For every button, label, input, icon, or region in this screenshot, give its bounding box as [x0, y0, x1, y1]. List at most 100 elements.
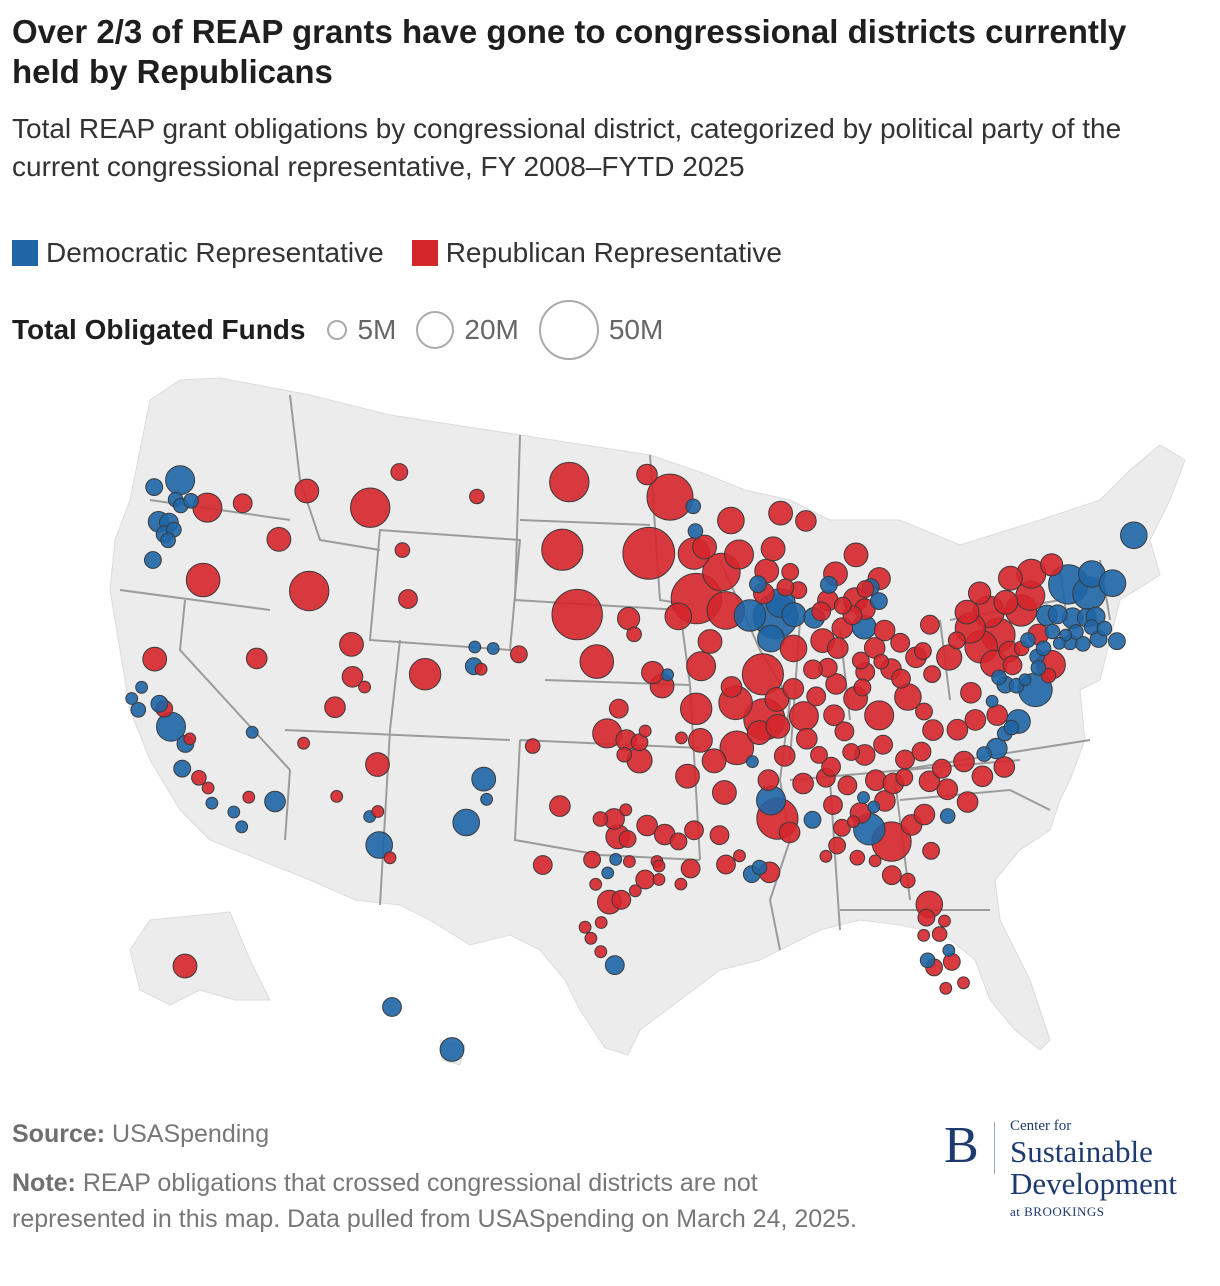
- republican-district-bubble: [686, 651, 717, 682]
- border-ok-tx: [513, 739, 701, 861]
- republican-district-bubble: [341, 666, 364, 688]
- republican-district-bubble: [549, 461, 590, 503]
- republican-district-bubble: [697, 629, 723, 654]
- republican-district-bubble: [142, 646, 168, 672]
- democratic-district-bubble: [604, 955, 625, 975]
- democratic-district-bubble: [919, 952, 936, 969]
- republican-district-bubble: [868, 854, 882, 868]
- source-text: USASpending: [112, 1120, 270, 1148]
- republican-district-bubble: [719, 730, 755, 766]
- republican-district-bubble: [684, 820, 704, 841]
- republican-district-bubble: [957, 976, 970, 990]
- republican-district-bubble: [782, 678, 805, 700]
- republican-district-bubble: [201, 781, 215, 795]
- republican-district-bubble: [365, 752, 390, 777]
- republican-district-bubble: [993, 756, 1016, 778]
- republican-district-bubble: [551, 588, 603, 641]
- republican-district-bubble: [191, 770, 207, 786]
- republican-district-bubble: [986, 704, 1009, 726]
- republican-district-bubble: [834, 721, 855, 742]
- republican-district-bubble: [622, 526, 676, 580]
- republican-district-bubble: [636, 814, 658, 837]
- democratic-district-bubble: [661, 668, 674, 682]
- republican-district-bubble: [646, 473, 694, 521]
- democratic-district-bubble: [1075, 636, 1091, 652]
- democratic-district-bubble: [751, 859, 768, 876]
- democratic-district-bubble: [165, 465, 196, 496]
- democratic-district-bubble: [439, 1037, 465, 1062]
- republican-district-bubble: [953, 750, 975, 773]
- republican-district-bubble: [773, 745, 796, 767]
- republican-district-bubble: [803, 659, 823, 680]
- democratic-district-bubble: [687, 523, 704, 539]
- republican-district-bubble: [968, 581, 992, 605]
- democratic-district-bubble: [939, 808, 956, 824]
- democratic-district-bubble: [1035, 640, 1052, 657]
- note-text: REAP obligations that crossed congressio…: [12, 1169, 857, 1233]
- size-legend-circle-large: [538, 300, 599, 360]
- republican-district-bubble: [873, 619, 896, 642]
- republican-district-bubble: [918, 770, 941, 793]
- republican-district-bubble: [911, 741, 932, 762]
- democratic-district-bubble: [245, 725, 259, 739]
- republican-district-bubble: [589, 877, 603, 891]
- republican-district-bubble: [674, 877, 688, 891]
- republican-district-bubble: [733, 849, 746, 863]
- republican-district-bubble: [895, 749, 915, 770]
- republican-swatch: [411, 240, 438, 266]
- republican-district-bubble: [806, 686, 827, 707]
- republican-district-bubble: [358, 680, 372, 694]
- republican-district-bubble: [592, 811, 609, 827]
- republican-district-bubble: [724, 539, 754, 570]
- size-legend-title: Total Obligated Funds: [12, 314, 306, 345]
- size-legend: Total Obligated Funds 5M 20M 50M: [12, 300, 683, 360]
- republican-district-bubble: [371, 805, 385, 818]
- republican-district-bubble: [618, 830, 637, 848]
- republican-district-bubble: [579, 644, 615, 679]
- party-legend: Democratic Representative Republican Rep…: [12, 236, 782, 270]
- republican-district-bubble: [541, 528, 584, 571]
- democratic-district-bubble: [160, 532, 176, 549]
- republican-district-bubble: [825, 673, 847, 695]
- republican-district-bubble: [510, 645, 528, 664]
- democratic-district-bubble: [749, 575, 767, 594]
- democratic-district-bubble: [235, 820, 249, 834]
- republican-district-bubble: [692, 534, 717, 560]
- republican-district-bubble: [837, 775, 858, 796]
- democratic-district-bubble: [685, 498, 702, 515]
- republican-district-bubble: [549, 795, 571, 817]
- republican-district-bubble: [408, 658, 442, 691]
- republican-district-bubble: [583, 850, 601, 869]
- democratic-district-bubble: [205, 796, 219, 810]
- republican-district-bubble: [339, 632, 364, 657]
- democratic-district-bubble: [976, 746, 992, 762]
- republican-district-bubble: [891, 668, 911, 689]
- republican-district-bubble: [914, 642, 932, 660]
- republican-district-bubble: [823, 704, 845, 727]
- size-legend-circle-small: [327, 320, 348, 340]
- democratic-district-bubble: [991, 669, 1007, 686]
- democratic-district-bubble: [870, 592, 888, 610]
- democratic-district-bubble: [468, 640, 482, 654]
- republican-district-bubble: [900, 872, 916, 889]
- republican-district-bubble: [297, 736, 311, 750]
- republican-district-bubble: [245, 647, 268, 670]
- republican-district-bubble: [833, 596, 852, 615]
- republican-district-bubble: [993, 589, 1019, 615]
- democratic-district-bubble: [1003, 719, 1020, 736]
- democratic-district-bubble: [820, 575, 838, 594]
- size-legend-label-small: 5M: [357, 314, 397, 345]
- border-nd-sd: [519, 519, 651, 526]
- republican-district-bubble: [172, 953, 198, 979]
- democratic-district-bubble: [985, 694, 999, 708]
- republican-district-bubble: [628, 884, 642, 898]
- republican-district-bubble: [846, 815, 860, 828]
- republican-district-bubble: [626, 626, 642, 643]
- democratic-district-bubble: [264, 790, 286, 813]
- border-ut-co: [389, 639, 401, 731]
- democratic-district-bubble: [183, 493, 199, 509]
- republican-district-bubble: [851, 651, 870, 670]
- bubbles-layer: [125, 461, 1148, 1062]
- brookings-logo: B Center for Sustainable Development at …: [944, 1116, 1214, 1226]
- democratic-district-bubble: [480, 792, 494, 806]
